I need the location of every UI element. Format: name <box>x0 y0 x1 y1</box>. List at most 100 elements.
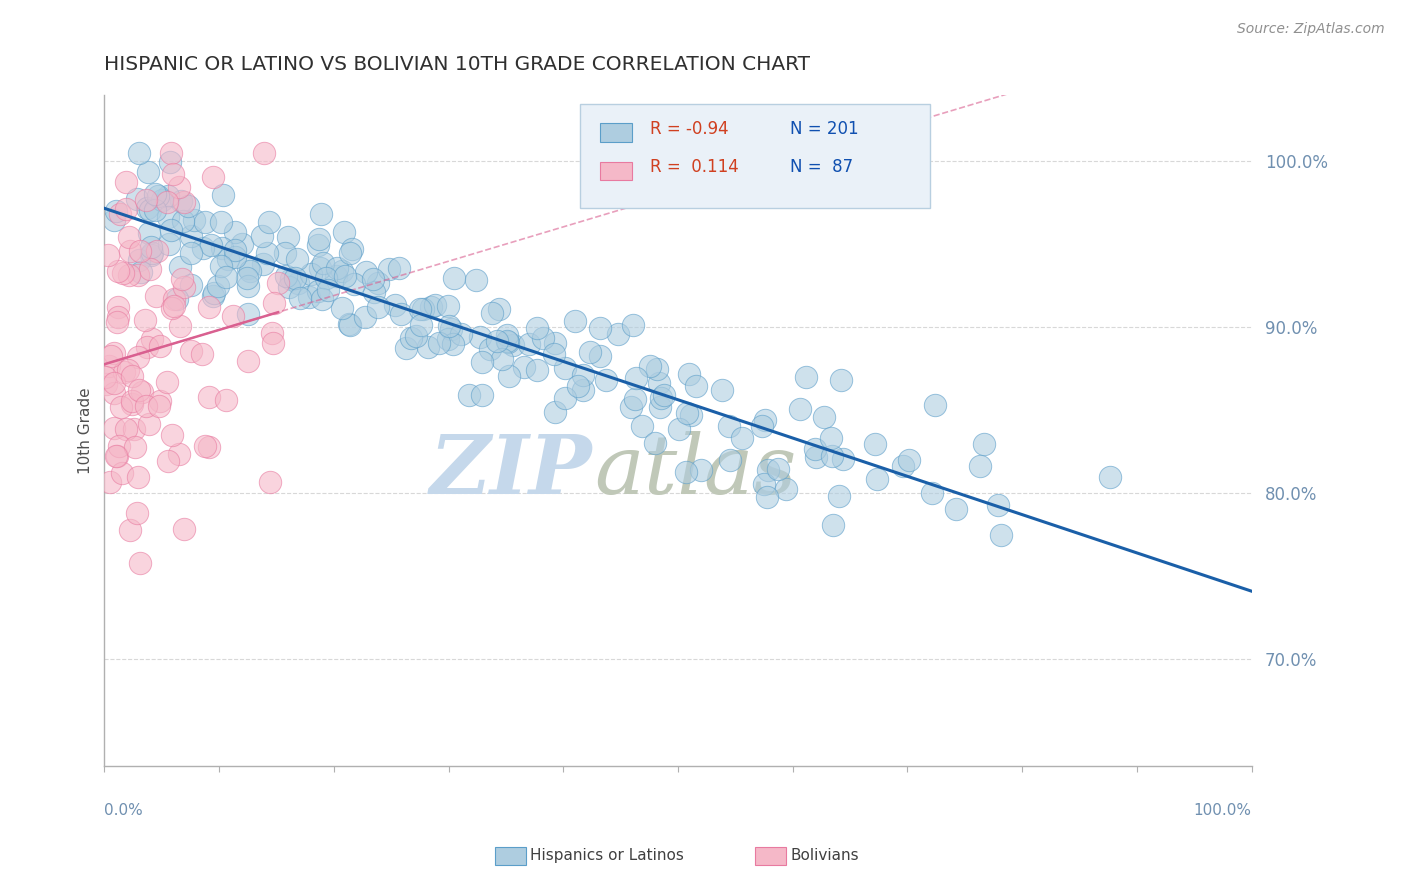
FancyBboxPatch shape <box>600 161 633 180</box>
Point <box>332 301 354 316</box>
Point <box>832 452 855 467</box>
Point <box>333 225 356 239</box>
Point <box>990 527 1012 541</box>
Point <box>823 518 845 533</box>
Point <box>326 261 349 276</box>
Point <box>675 466 697 480</box>
Point <box>987 499 1010 513</box>
Point <box>146 189 169 203</box>
Point <box>1098 469 1121 483</box>
Point <box>277 280 299 294</box>
Point <box>112 366 135 380</box>
Point <box>200 237 222 252</box>
Point <box>354 264 377 278</box>
Y-axis label: 10th Grade: 10th Grade <box>79 387 93 474</box>
Point <box>298 290 321 304</box>
Point <box>526 363 548 377</box>
Point <box>427 335 450 350</box>
Point <box>277 229 299 244</box>
Point <box>717 418 740 433</box>
Point <box>136 340 159 354</box>
Point <box>276 268 298 283</box>
Point <box>100 475 122 489</box>
Point <box>315 271 337 285</box>
Point <box>160 146 183 161</box>
Point <box>224 225 246 239</box>
Text: ZIP: ZIP <box>429 431 592 511</box>
Point <box>110 207 132 221</box>
Point <box>252 256 274 270</box>
Point <box>128 252 150 267</box>
Point <box>114 202 136 216</box>
Point <box>891 459 914 474</box>
Point <box>821 449 844 463</box>
Point <box>169 194 191 208</box>
Point <box>217 252 239 266</box>
Point <box>648 376 671 390</box>
Point <box>177 199 200 213</box>
Point <box>263 296 285 310</box>
Point <box>98 359 121 374</box>
Point <box>193 241 215 255</box>
Point <box>157 236 180 251</box>
Point <box>796 370 818 384</box>
Point <box>238 260 260 275</box>
Point <box>623 318 645 332</box>
Point <box>215 392 238 407</box>
Point <box>287 276 309 290</box>
Point <box>567 378 589 392</box>
Point <box>803 442 825 457</box>
Point <box>751 419 773 434</box>
Point <box>679 408 702 422</box>
Point <box>104 449 127 463</box>
Point <box>97 248 120 262</box>
Point <box>103 420 125 434</box>
Point <box>143 187 166 202</box>
Point <box>212 188 235 202</box>
Point <box>676 406 699 420</box>
Point <box>443 337 465 351</box>
Point <box>644 436 666 450</box>
Point <box>103 213 125 227</box>
Point <box>141 246 163 260</box>
Point <box>311 292 333 306</box>
Point <box>479 343 502 357</box>
Point <box>173 522 195 536</box>
Point <box>110 400 132 414</box>
Point <box>128 384 150 398</box>
Point <box>180 228 202 243</box>
Point <box>105 204 128 219</box>
Text: HISPANIC OR LATINO VS BOLIVIAN 10TH GRADE CORRELATION CHART: HISPANIC OR LATINO VS BOLIVIAN 10TH GRAD… <box>104 55 810 74</box>
Point <box>231 237 253 252</box>
Point <box>280 271 302 285</box>
Point <box>127 506 149 520</box>
Point <box>419 301 441 315</box>
Point <box>307 284 329 298</box>
Point <box>513 359 536 374</box>
Point <box>620 401 643 415</box>
Point <box>94 376 117 391</box>
Point <box>405 328 427 343</box>
Point <box>107 300 129 314</box>
Point <box>198 300 221 314</box>
Point <box>690 463 713 477</box>
Point <box>198 441 221 455</box>
Point <box>333 269 356 284</box>
Point <box>107 310 129 324</box>
Text: Hispanics or Latinos: Hispanics or Latinos <box>530 848 683 863</box>
Point <box>148 399 170 413</box>
Point <box>127 268 149 282</box>
Point <box>169 318 191 333</box>
Point <box>526 321 548 335</box>
Point <box>129 264 152 278</box>
Point <box>423 298 446 312</box>
Point <box>105 315 128 329</box>
FancyBboxPatch shape <box>581 103 931 208</box>
Text: Bolivians: Bolivians <box>790 848 859 863</box>
Point <box>172 272 194 286</box>
Point <box>120 523 142 537</box>
Point <box>136 201 159 215</box>
Point <box>167 179 190 194</box>
Point <box>159 222 181 236</box>
Point <box>752 476 775 491</box>
